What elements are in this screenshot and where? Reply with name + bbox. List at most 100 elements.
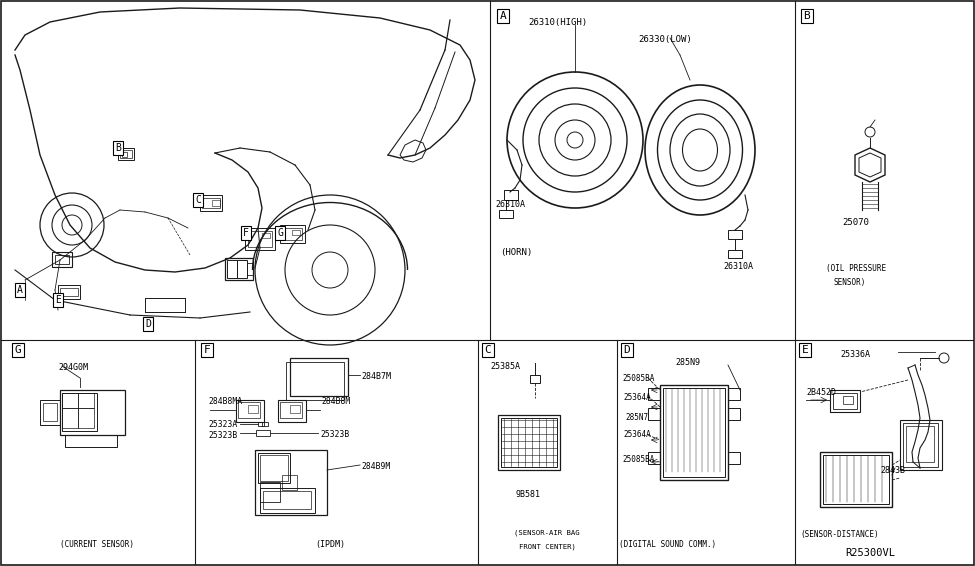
- Bar: [663, 388, 725, 477]
- Bar: [290, 358, 348, 396]
- Text: 2843B: 2843B: [880, 466, 905, 475]
- Bar: [237, 260, 247, 278]
- Text: 285N9: 285N9: [675, 358, 700, 367]
- Bar: [122, 152, 127, 157]
- Bar: [78, 393, 94, 408]
- Text: 25085BA: 25085BA: [622, 455, 654, 464]
- Text: C: C: [485, 345, 491, 355]
- Bar: [728, 388, 740, 400]
- Text: 25085BA: 25085BA: [622, 374, 654, 383]
- Bar: [263, 491, 311, 509]
- Text: SENSOR): SENSOR): [834, 278, 867, 287]
- Text: A: A: [18, 285, 23, 295]
- Bar: [833, 393, 857, 409]
- Text: 25323B: 25323B: [320, 430, 349, 439]
- Bar: [728, 230, 742, 239]
- Text: (SENSOR-DISTANCE): (SENSOR-DISTANCE): [800, 530, 879, 539]
- Text: (IPDM): (IPDM): [315, 540, 345, 549]
- Text: (DIGITAL SOUND COMM.): (DIGITAL SOUND COMM.): [619, 540, 717, 549]
- Bar: [728, 452, 740, 464]
- Bar: [260, 482, 280, 502]
- Bar: [830, 390, 860, 412]
- Text: 285N7: 285N7: [625, 413, 648, 422]
- Bar: [60, 390, 125, 435]
- Bar: [262, 422, 268, 426]
- Bar: [906, 426, 934, 462]
- Bar: [648, 452, 660, 464]
- Bar: [200, 195, 222, 211]
- Text: A: A: [499, 11, 506, 21]
- Bar: [292, 230, 300, 235]
- Text: (SENSOR-AIR BAG: (SENSOR-AIR BAG: [514, 530, 580, 537]
- Bar: [282, 228, 302, 240]
- Text: 25070: 25070: [842, 218, 869, 227]
- Bar: [120, 150, 132, 158]
- Bar: [212, 200, 220, 206]
- Bar: [52, 252, 72, 267]
- Bar: [262, 233, 270, 238]
- Bar: [648, 408, 660, 420]
- Bar: [118, 148, 134, 160]
- Text: 294G0M: 294G0M: [58, 363, 88, 372]
- Text: B: B: [115, 143, 121, 153]
- Text: B: B: [803, 11, 810, 21]
- Bar: [498, 415, 560, 470]
- Text: (HORN): (HORN): [500, 248, 532, 257]
- Text: 25323A: 25323A: [208, 420, 237, 429]
- Bar: [62, 393, 78, 408]
- Text: 284B8M: 284B8M: [321, 397, 350, 406]
- Bar: [900, 420, 942, 470]
- Bar: [227, 260, 237, 278]
- Text: 284B8MA: 284B8MA: [208, 397, 242, 406]
- Bar: [225, 258, 253, 280]
- Text: 284B9M: 284B9M: [361, 462, 390, 471]
- Bar: [256, 430, 270, 436]
- Bar: [60, 288, 78, 296]
- Text: 26310A: 26310A: [495, 200, 525, 209]
- Bar: [248, 405, 258, 413]
- Text: D: D: [145, 319, 151, 329]
- Text: (OIL PRESSURE: (OIL PRESSURE: [826, 264, 886, 273]
- Bar: [280, 402, 302, 418]
- Bar: [843, 396, 853, 404]
- Text: 25323B: 25323B: [208, 431, 237, 440]
- Bar: [245, 228, 275, 250]
- Bar: [43, 403, 57, 421]
- Text: R25300VL: R25300VL: [845, 548, 895, 558]
- Bar: [40, 400, 60, 425]
- Text: F: F: [204, 345, 211, 355]
- Bar: [648, 388, 660, 400]
- Bar: [278, 400, 306, 422]
- Text: 25364A: 25364A: [623, 430, 650, 439]
- Bar: [260, 455, 288, 481]
- Text: G: G: [277, 228, 283, 238]
- Text: 2B452D: 2B452D: [806, 388, 836, 397]
- Text: 25385A: 25385A: [490, 362, 520, 371]
- Text: E: E: [801, 345, 808, 355]
- Text: 26310(HIGH): 26310(HIGH): [528, 18, 587, 27]
- Text: 26310A: 26310A: [723, 262, 753, 271]
- Bar: [62, 393, 97, 431]
- Text: FRONT CENTER): FRONT CENTER): [519, 543, 575, 550]
- Bar: [58, 285, 80, 299]
- Text: C: C: [195, 195, 201, 205]
- Text: 25336A: 25336A: [840, 350, 870, 359]
- Bar: [260, 488, 315, 513]
- Bar: [248, 231, 272, 247]
- Text: F: F: [243, 228, 249, 238]
- Text: E: E: [55, 295, 60, 305]
- Bar: [236, 400, 264, 422]
- Bar: [823, 455, 889, 504]
- Bar: [728, 408, 740, 420]
- Bar: [286, 362, 344, 400]
- Bar: [258, 453, 290, 483]
- Bar: [290, 405, 300, 413]
- Text: 284B7M: 284B7M: [361, 372, 391, 381]
- Bar: [78, 408, 94, 428]
- Bar: [258, 422, 264, 426]
- Bar: [282, 475, 297, 490]
- Text: 26330(LOW): 26330(LOW): [638, 35, 691, 44]
- Bar: [903, 423, 938, 467]
- Bar: [55, 255, 69, 264]
- Bar: [255, 450, 327, 515]
